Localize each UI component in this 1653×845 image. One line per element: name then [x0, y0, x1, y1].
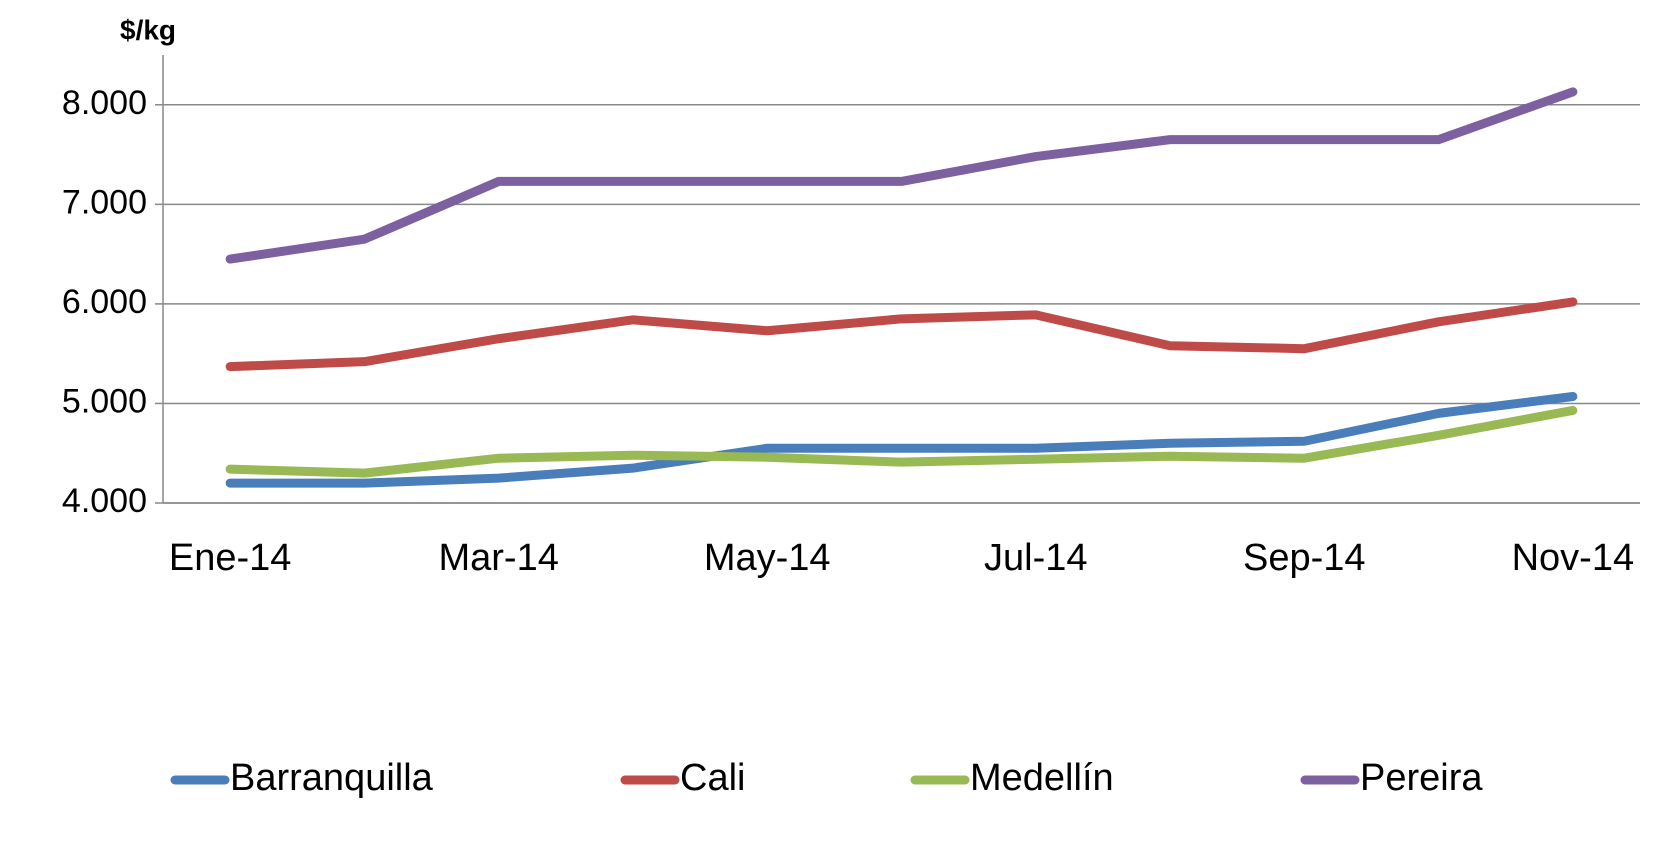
series-line	[225, 297, 1578, 372]
x-tick-label: Ene-14	[169, 537, 292, 579]
x-tick-label: Nov-14	[1512, 537, 1635, 579]
legend-label: Cali	[680, 757, 745, 799]
legend-label: Pereira	[1360, 757, 1483, 799]
y-axis-title: $/kg	[120, 14, 176, 45]
y-tick-label: 5.000	[62, 382, 147, 420]
y-tick-label: 4.000	[62, 482, 147, 520]
legend-label: Medellín	[970, 757, 1114, 799]
x-tick-label: Mar-14	[438, 537, 558, 579]
y-tick-label: 6.000	[62, 283, 147, 321]
series-line	[225, 87, 1578, 264]
x-tick-label: Sep-14	[1243, 537, 1366, 579]
x-tick-label: Jul-14	[984, 537, 1088, 579]
legend-label: Barranquilla	[230, 757, 434, 799]
y-tick-label: 7.000	[62, 183, 147, 221]
series-line	[225, 405, 1578, 478]
series-line	[225, 391, 1578, 488]
x-tick-label: May-14	[704, 537, 831, 579]
y-tick-label: 8.000	[62, 84, 147, 122]
